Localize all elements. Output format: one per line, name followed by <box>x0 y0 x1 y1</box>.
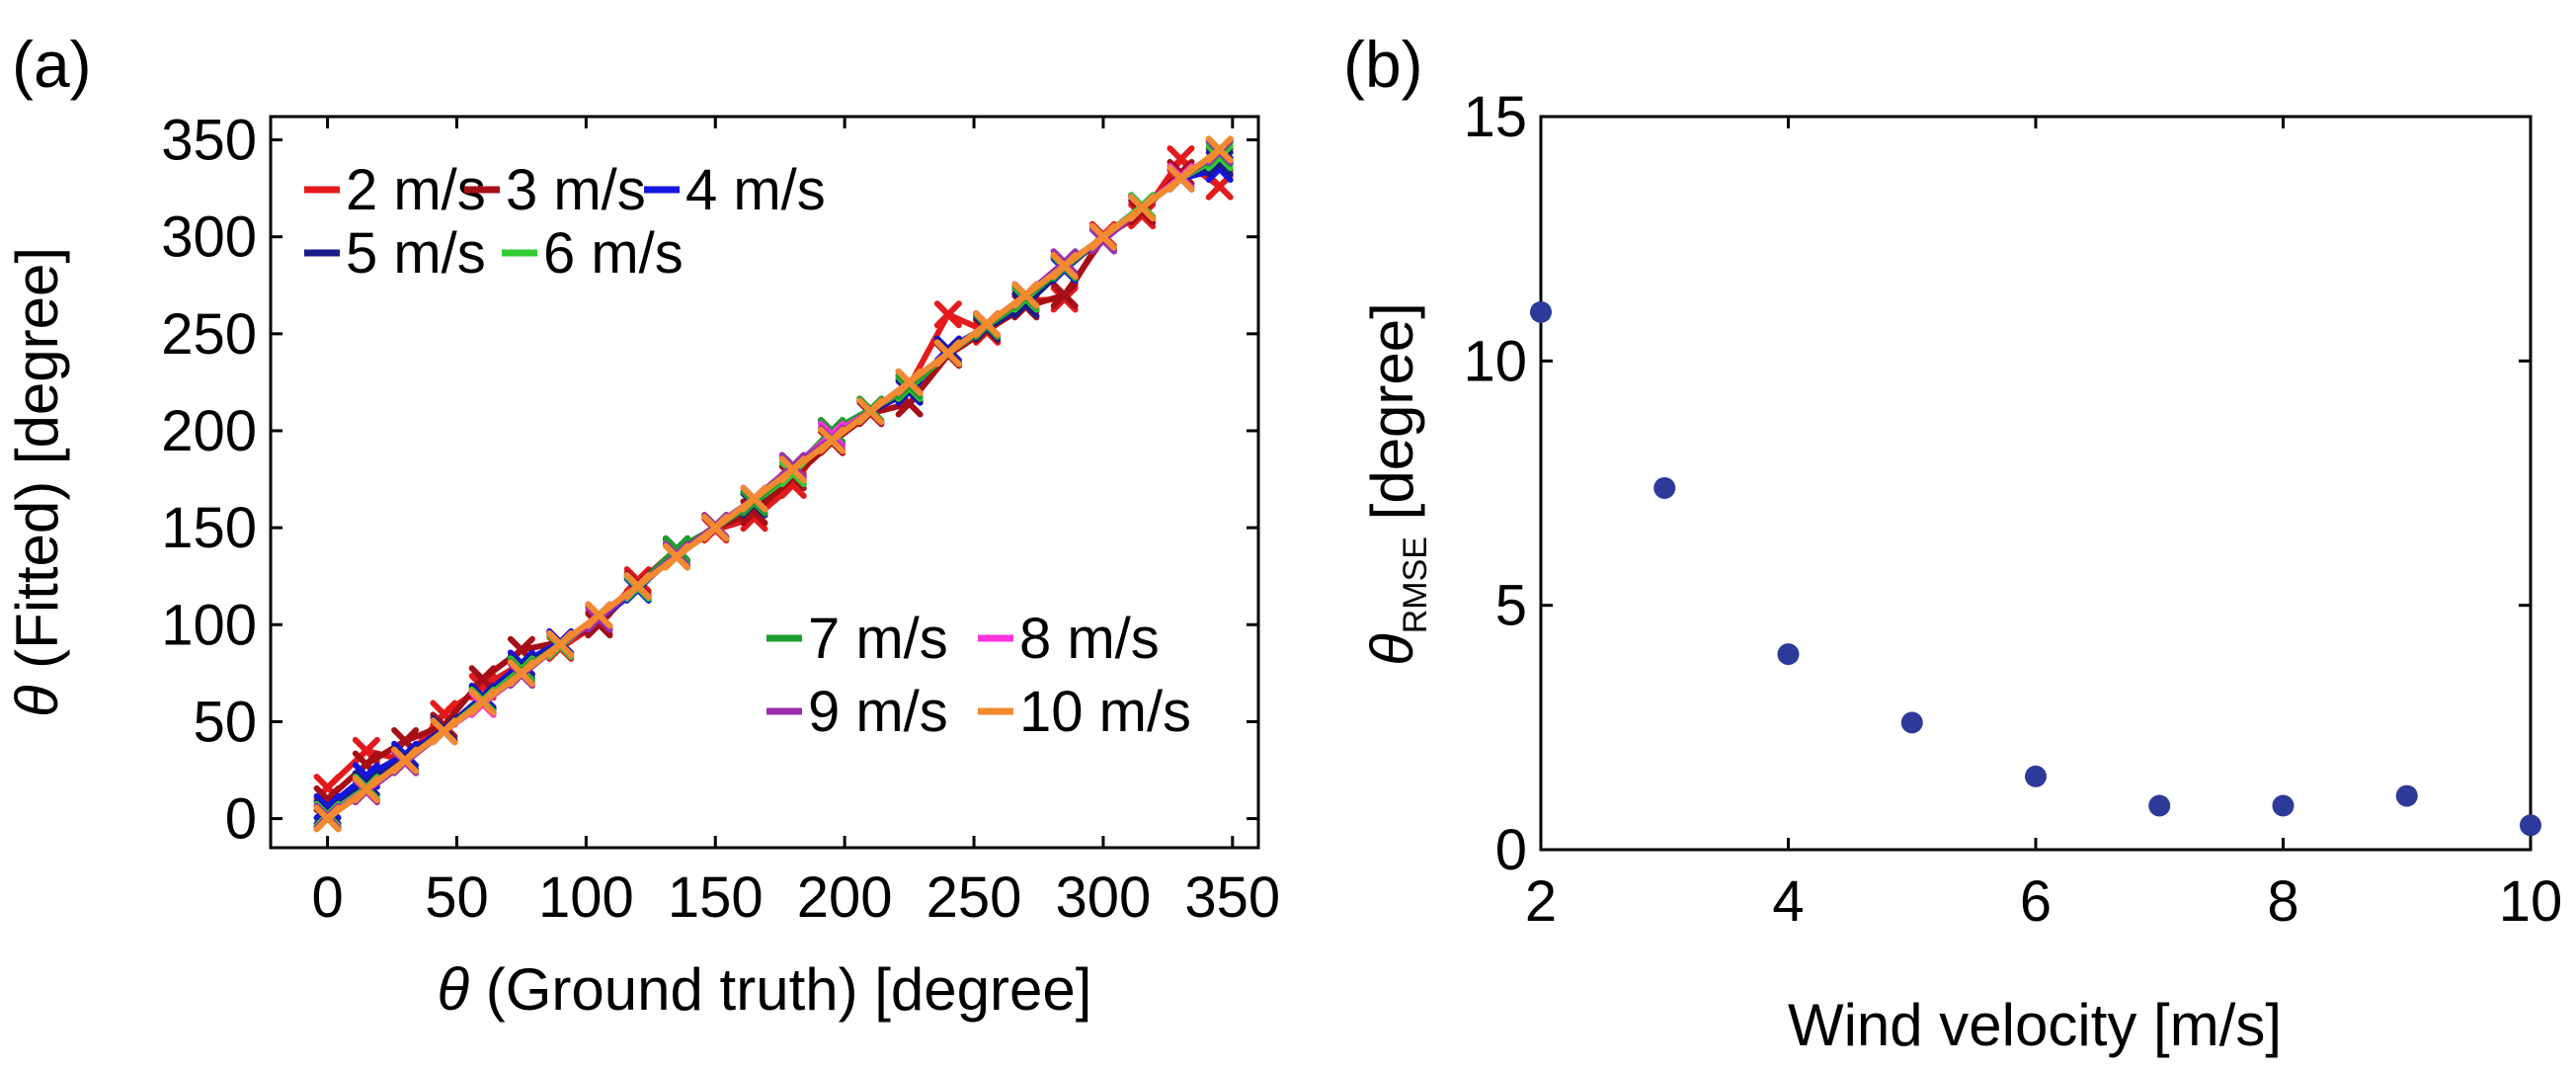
panel-a-legend: 2 m/s 3 m/s 4 m/s 5 m/s 6 m/s 7 m/s 8 m/s 9 m/s… <box>304 158 1191 744</box>
series-marker-x <box>1050 281 1079 309</box>
panel-a-y-axis-text: (Fitted) [degree] <box>4 247 70 686</box>
panel-b-y-ticks: 0 5 10 15 <box>1463 85 2531 882</box>
scatter-point <box>2025 765 2047 787</box>
scatter-point <box>1900 711 1923 734</box>
panel-a-y-tick-label: 250 <box>161 302 257 367</box>
panel-a-label: (a) <box>12 28 92 101</box>
panel-a-plot-frame <box>269 115 1260 850</box>
series-10-m-s <box>313 135 1234 833</box>
panel-b-x-axis-label: Wind velocity [m/s] <box>1788 992 2282 1058</box>
series-marker-x <box>778 455 807 484</box>
legend-label: 10 m/s <box>1019 680 1191 744</box>
legend-label: 8 m/s <box>1019 607 1160 671</box>
legend-label: 3 m/s <box>506 158 646 222</box>
panel-b-y-axis-text: [degree] <box>1359 302 1425 536</box>
panel-b-y-axis-label: θRMSE [degree] <box>1359 302 1434 666</box>
panel-a-x-tick-label: 0 <box>311 865 343 930</box>
legend-label: 9 m/s <box>808 680 948 744</box>
series-marker-x <box>1205 135 1234 164</box>
series-marker-x <box>818 426 846 454</box>
scatter-point <box>2272 794 2294 817</box>
panel-b-x-tick-label: 10 <box>2499 869 2563 934</box>
series-marker-x <box>468 688 497 716</box>
series-marker-x <box>623 572 652 601</box>
legend-label: 4 m/s <box>685 158 826 222</box>
series-marker-x <box>313 804 342 833</box>
series-marker-x <box>546 629 575 658</box>
series-marker-x <box>933 339 962 368</box>
series-marker-x <box>895 368 924 396</box>
panel-b-points <box>1530 300 2541 837</box>
panel-b-y-tick-label: 15 <box>1463 85 1527 149</box>
panel-b-y-tick-label: 0 <box>1495 818 1527 882</box>
series-marker-x <box>701 514 730 542</box>
panel-a-x-tick-label: 50 <box>425 865 489 930</box>
panel-a-y-axis-symbol: θ <box>4 685 70 717</box>
panel-a-y-tick-label: 100 <box>161 593 257 657</box>
panel-a-x-tick-label: 250 <box>926 865 1022 930</box>
panel-b: (b) 2 4 6 8 10 0 5 10 15 Wind velocity [m/s] θR… <box>1343 28 2562 1058</box>
panel-b-plot-frame <box>1539 115 2533 852</box>
panel-a-y-axis-label: θ (Fitted) [degree] <box>4 247 70 717</box>
series-marker-x <box>856 397 885 426</box>
panel-b-y-axis-subscript: RMSE <box>1397 536 1434 633</box>
panel-a-x-tick-label: 100 <box>538 865 634 930</box>
series-marker-x <box>430 717 458 746</box>
scatter-point <box>1777 643 1800 666</box>
panel-a-x-axis-label: θ (Ground truth) [degree] <box>438 956 1092 1023</box>
series-marker-x <box>507 659 535 688</box>
panel-a-y-tick-label: 0 <box>225 787 257 852</box>
panel-b-y-axis-symbol: θ <box>1359 633 1425 666</box>
panel-b-x-tick-label: 4 <box>1772 869 1804 934</box>
panel-a-y-ticks: 0 50 100 150 200 250 300 350 <box>161 109 1258 852</box>
panel-b-x-tick-label: 6 <box>2020 869 2052 934</box>
panel-b-y-tick-label: 5 <box>1495 574 1527 638</box>
panel-a-y-tick-label: 200 <box>161 399 257 463</box>
panel-b-label: (b) <box>1343 28 1423 101</box>
series-marker-x <box>585 601 613 629</box>
series-marker-x <box>391 746 420 775</box>
series-marker-x <box>973 310 1002 339</box>
panel-a-y-tick-label: 150 <box>161 496 257 560</box>
panel-b-x-tick-label: 2 <box>1525 869 1557 934</box>
scatter-point <box>1530 300 1552 323</box>
panel-a-x-tick-label: 200 <box>797 865 893 930</box>
panel-b-x-tick-label: 8 <box>2267 869 2298 934</box>
panel-a: (a) 0 50 100 150 200 250 300 350 0 50 100 150 200 25… <box>4 28 1280 1023</box>
series-marker-x <box>740 484 768 513</box>
series-marker-x <box>1011 281 1040 309</box>
panel-b-y-tick-label: 10 <box>1463 329 1527 393</box>
panel-a-y-tick-label: 300 <box>161 206 257 270</box>
legend-label: 5 m/s <box>346 221 486 286</box>
series-marker-x <box>933 300 962 329</box>
panel-a-series-group <box>313 135 1234 833</box>
scatter-point <box>2395 784 2418 807</box>
scatter-point <box>1653 476 1676 499</box>
series-marker-x <box>352 776 380 804</box>
panel-a-x-ticks: 0 50 100 150 200 250 300 350 <box>311 117 1280 930</box>
series-marker-x <box>1050 252 1079 281</box>
panel-a-y-tick-label: 50 <box>193 690 257 754</box>
series-marker-x <box>662 542 690 571</box>
series-marker-x <box>1128 194 1157 222</box>
legend-label: 7 m/s <box>808 607 948 671</box>
panel-a-y-tick-label: 350 <box>161 109 257 173</box>
panel-a-x-tick-label: 150 <box>668 865 764 930</box>
panel-a-x-tick-label: 300 <box>1056 865 1152 930</box>
scatter-point <box>2148 794 2171 817</box>
panel-b-x-ticks: 2 4 6 8 10 <box>1525 117 2562 934</box>
legend-label: 2 m/s <box>346 158 486 222</box>
panel-a-x-axis-symbol: θ <box>438 956 470 1023</box>
panel-a-x-tick-label: 350 <box>1184 865 1280 930</box>
series-marker-x <box>662 535 690 563</box>
legend-label: 6 m/s <box>543 221 684 286</box>
series-marker-x <box>1167 164 1195 193</box>
panel-a-x-axis-text: (Ground truth) [degree] <box>469 956 1091 1023</box>
scatter-point <box>2520 814 2541 837</box>
series-marker-x <box>1088 222 1117 251</box>
